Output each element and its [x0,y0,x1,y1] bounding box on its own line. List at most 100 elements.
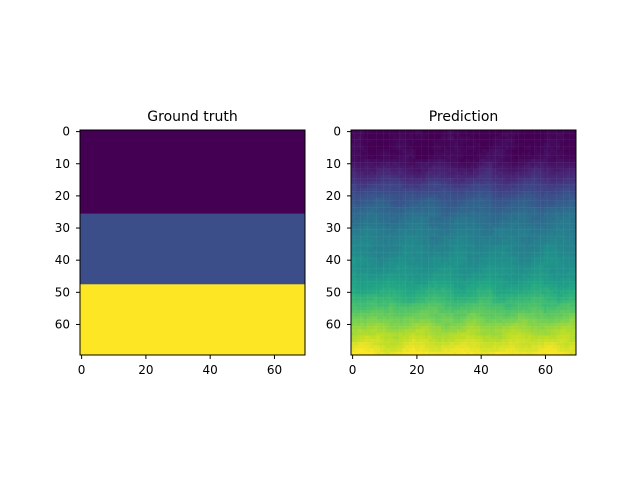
prediction-cell [396,139,400,144]
prediction-cell [476,162,480,166]
prediction-cell [379,281,384,285]
prediction-cell [463,287,467,291]
prediction-cell [482,261,487,266]
prediction-cell [457,258,461,262]
prediction-cell [463,265,467,269]
prediction-cell [547,220,551,224]
prediction-cell [543,136,548,140]
prediction-cell [402,220,406,224]
prediction-cell [421,265,426,269]
prediction-cell [543,268,548,272]
prediction-cell [424,165,429,169]
prediction-cell [357,203,361,208]
prediction-cell [405,223,410,227]
prediction-cell [421,258,426,262]
prediction-cell [466,335,471,340]
prediction-cell [502,178,506,182]
prediction-cell [547,300,551,304]
prediction-cell [405,274,410,279]
prediction-cell [360,338,365,343]
prediction-cell [424,348,429,352]
prediction-cell [531,319,535,324]
prediction-cell [569,168,573,172]
prediction-cell [441,184,445,189]
prediction-cell [524,162,528,166]
prediction-cell [370,271,374,275]
prediction-cell [466,220,471,224]
prediction-cell [434,274,438,279]
prediction-cell [376,326,381,330]
prediction-cell [502,158,506,163]
prediction-cell [351,297,355,301]
prediction-cell [351,313,355,317]
prediction-cell [424,242,429,246]
prediction-cell [492,184,496,189]
prediction-cell [434,130,438,134]
prediction-cell [351,232,355,237]
prediction-cell [559,242,564,246]
prediction-cell [524,229,528,234]
prediction-cell [418,310,422,314]
prediction-cell [434,197,438,201]
prediction-cell [518,213,522,217]
prediction-cell [531,142,535,147]
prediction-cell [450,326,455,330]
prediction-cell [376,146,381,150]
prediction-cell [412,342,416,346]
prediction-cell [418,345,422,349]
prediction-cell [373,203,377,208]
prediction-cell [534,152,538,156]
prediction-cell [508,271,512,275]
prediction-cell [511,216,516,221]
prediction-cell [486,203,490,208]
prediction-cell [444,351,448,356]
prediction-cell [508,255,512,259]
prediction-cell [447,216,451,221]
prediction-cell [563,200,567,205]
prediction-cell [492,191,496,195]
prediction-cell [386,158,390,163]
prediction-cell [437,139,442,144]
prediction-cell [386,239,390,243]
prediction-cell [543,316,548,320]
prediction-cell [469,232,474,237]
prediction-cell [447,232,451,237]
prediction-cell [441,313,445,317]
prediction-cell [469,274,474,279]
prediction-cell [566,232,570,237]
prediction-cell [396,329,400,333]
prediction-cell [373,130,377,134]
prediction-cell [431,191,435,195]
prediction-cell [563,297,567,301]
prediction-cell [492,236,496,240]
prediction-cell [469,229,474,234]
prediction-cell [441,348,445,352]
prediction-cell [492,319,496,324]
prediction-cell [547,245,551,250]
prediction-cell [559,277,564,282]
prediction-cell [473,242,477,246]
x-tick-label: 60 [538,363,553,377]
prediction-cell [444,316,448,320]
prediction-cell [367,248,371,253]
prediction-cell [434,258,438,262]
prediction-cell [379,351,384,356]
prediction-cell [444,239,448,243]
prediction-cell [373,213,377,217]
prediction-cell [363,220,368,224]
prediction-cell [563,149,567,153]
prediction-cell [556,178,561,182]
prediction-cell [518,146,522,150]
prediction-cell [421,326,426,330]
prediction-cell [421,155,426,160]
prediction-cell [479,271,483,275]
prediction-cell [370,268,374,272]
prediction-cell [540,248,545,253]
prediction-cell [540,332,545,336]
prediction-cell [524,146,528,150]
prediction-cell [572,216,577,221]
prediction-cell [357,136,361,140]
prediction-cell [405,181,410,185]
prediction-cell [392,345,397,349]
prediction-cell [392,271,397,275]
